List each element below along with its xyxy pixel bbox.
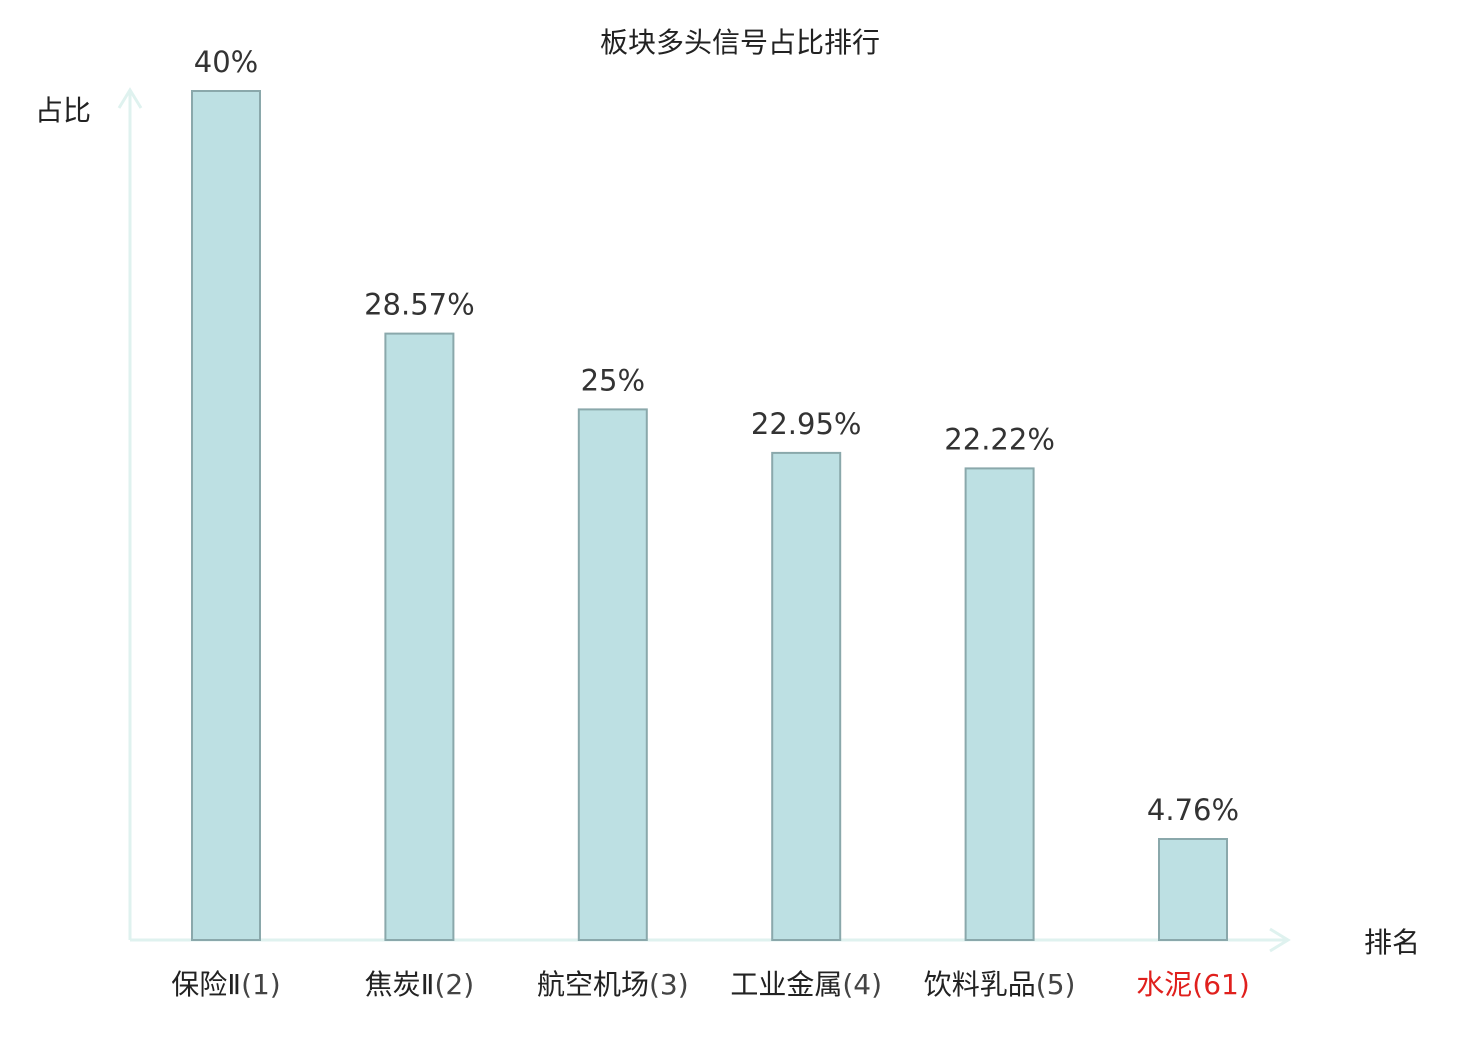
- chart-title: 板块多头信号占比排行: [600, 26, 880, 59]
- category-rank-6: (61): [1192, 968, 1249, 1001]
- bar-1: [191, 90, 261, 941]
- category-labels-group: 保险Ⅱ(1) 焦炭Ⅱ(2) 航空机场(3) 工业金属(4) 饮料乳品(5) 水泥(61): [171, 968, 1249, 1001]
- bar-3: [577, 408, 648, 941]
- y-axis-label: 占比: [35, 94, 91, 127]
- value-label-5: 22.22%: [944, 422, 1055, 456]
- category-rank-5: (5): [1036, 968, 1076, 1001]
- category-label-2: 焦炭Ⅱ(2): [365, 968, 474, 1001]
- category-name-6: 水泥: [1136, 968, 1192, 1001]
- category-name-5: 饮料乳品: [924, 968, 1036, 1001]
- bar-4: [771, 451, 842, 941]
- bar-2: [384, 332, 455, 942]
- x-axis-arrow-icon: [1269, 927, 1291, 953]
- category-rank-2: (2): [434, 968, 474, 1001]
- bar-5: [964, 467, 1035, 941]
- value-label-6: 4.76%: [1147, 793, 1239, 827]
- value-labels-group: 40% 28.57% 25% 22.95% 22.22% 4.76%: [194, 45, 1239, 827]
- category-label-4: 工业金属(4): [730, 968, 882, 1001]
- axes: [117, 87, 1291, 953]
- category-rank-4: (4): [842, 968, 882, 1001]
- category-label-3: 航空机场(3): [537, 968, 689, 1001]
- category-name-4: 工业金属: [730, 968, 842, 1001]
- value-label-3: 25%: [581, 363, 645, 397]
- category-rank-1: (1): [241, 968, 281, 1001]
- value-label-4: 22.95%: [751, 407, 862, 441]
- category-name-3: 航空机场: [537, 968, 649, 1001]
- category-label-5: 饮料乳品(5): [924, 968, 1076, 1001]
- value-label-1: 40%: [194, 45, 258, 79]
- category-name-2: 焦炭Ⅱ: [365, 968, 435, 1001]
- category-label-6: 水泥(61): [1136, 968, 1250, 1001]
- value-label-2: 28.57%: [364, 288, 475, 322]
- category-name-1: 保险Ⅱ: [171, 968, 241, 1001]
- bars-group: [191, 90, 1228, 942]
- y-axis-arrow-icon: [117, 87, 143, 109]
- x-axis-label: 排名: [1364, 926, 1420, 959]
- category-label-1: 保险Ⅱ(1): [171, 968, 280, 1001]
- category-rank-3: (3): [649, 968, 689, 1001]
- bar-6: [1158, 838, 1228, 941]
